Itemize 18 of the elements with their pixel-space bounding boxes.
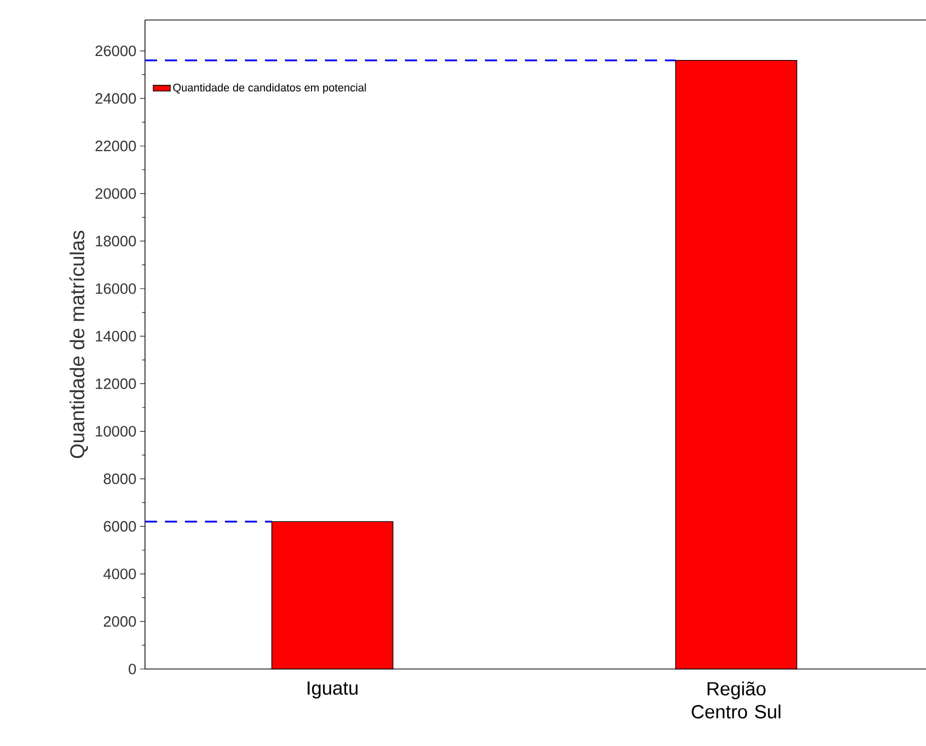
y-tick-label: 18000 [96,236,136,246]
y-tick-label: 0 [128,664,136,674]
y-tick-label: 20000 [96,188,136,199]
y-tick-label: 24000 [96,93,136,104]
y-tick-label: 26000 [96,46,136,56]
y-axis-title: Quantidade de matrículas [69,230,88,458]
y-tick-label: 2000 [104,616,136,627]
y-tick-label: 12000 [96,378,136,390]
legend-label: Quantidade de candidatos em potencial [173,83,366,94]
y-tick-label: 14000 [96,330,136,342]
y-tick-label: 8000 [104,474,136,484]
x-tick-label: Região Centro Sul [692,682,780,718]
y-tick-label: 16000 [96,283,136,294]
x-tick-label: Iguatu [308,682,358,699]
y-tick-label: 22000 [96,140,136,152]
y-tick-label: 4000 [103,568,136,580]
y-tick-label: 10000 [96,426,136,437]
y-tick-label: 6000 [104,521,136,532]
